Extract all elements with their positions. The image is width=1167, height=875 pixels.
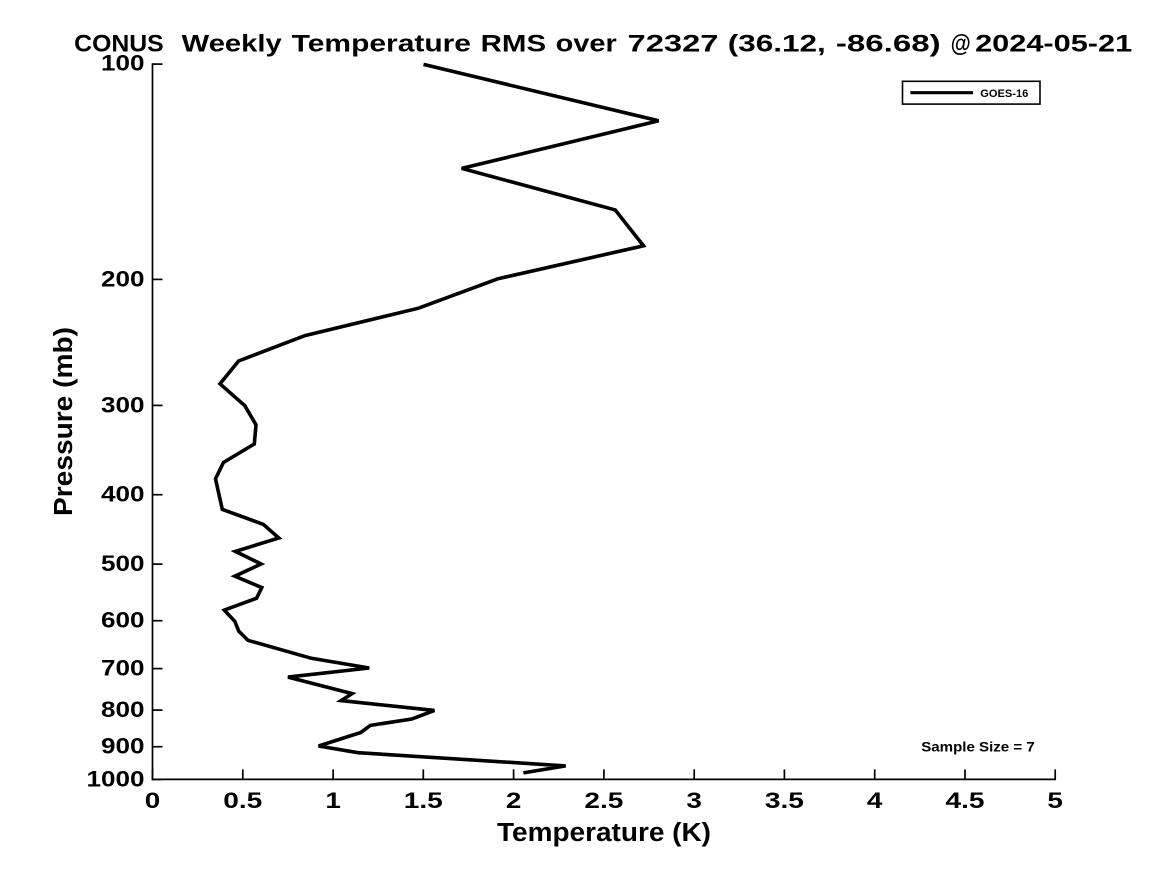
svg-text:600: 600 <box>101 608 145 633</box>
svg-text:1000: 1000 <box>87 766 145 791</box>
svg-text:Temperature: Temperature <box>292 31 471 58</box>
svg-text:500: 500 <box>101 551 145 576</box>
svg-text:300: 300 <box>101 392 145 417</box>
svg-text:3: 3 <box>686 788 702 813</box>
svg-text:2: 2 <box>506 788 522 813</box>
svg-text:Pressure (mb): Pressure (mb) <box>50 327 78 516</box>
svg-text:400: 400 <box>101 482 145 507</box>
svg-text:Sample Size = 7: Sample Size = 7 <box>921 740 1035 755</box>
svg-text:800: 800 <box>101 697 145 722</box>
svg-text:1: 1 <box>325 788 341 813</box>
svg-text:4: 4 <box>867 788 883 813</box>
svg-text:100: 100 <box>101 51 145 76</box>
svg-text:4.5: 4.5 <box>946 788 985 813</box>
svg-text:0: 0 <box>145 788 161 813</box>
svg-text:72327: 72327 <box>628 31 719 58</box>
svg-text:5: 5 <box>1047 788 1063 813</box>
svg-text:-86.68): -86.68) <box>836 31 941 58</box>
svg-text:900: 900 <box>101 734 145 759</box>
svg-text:RMS: RMS <box>481 31 546 58</box>
svg-text:2.5: 2.5 <box>584 788 623 813</box>
svg-text:GOES-16: GOES-16 <box>980 88 1028 100</box>
svg-text:over: over <box>556 31 617 58</box>
svg-text:Temperature (K): Temperature (K) <box>497 819 711 847</box>
svg-text:3.5: 3.5 <box>765 788 804 813</box>
svg-text:(36.12,: (36.12, <box>728 31 826 58</box>
svg-text:1.5: 1.5 <box>404 788 443 813</box>
svg-text:CONUS: CONUS <box>74 31 163 58</box>
svg-text:700: 700 <box>101 656 145 681</box>
svg-text:Weekly: Weekly <box>182 31 283 58</box>
svg-text:0.5: 0.5 <box>223 788 262 813</box>
svg-text:@: @ <box>951 31 971 58</box>
svg-text:200: 200 <box>101 266 145 291</box>
svg-text:2024-05-21: 2024-05-21 <box>975 31 1132 58</box>
